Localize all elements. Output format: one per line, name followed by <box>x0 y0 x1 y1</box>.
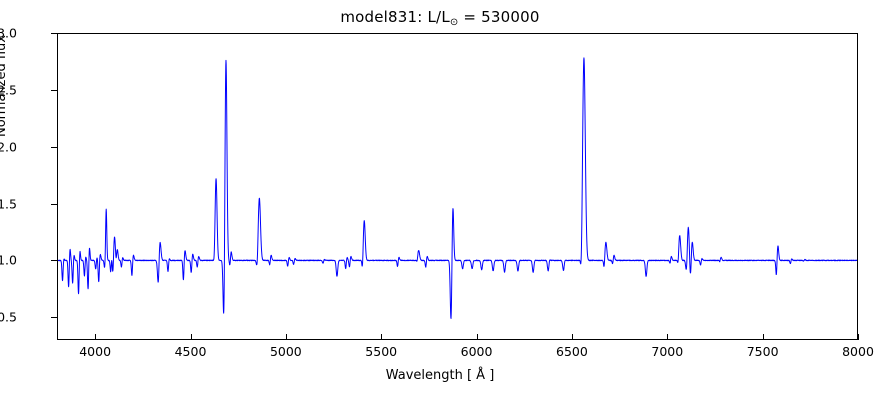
y-tick-mark <box>51 317 57 319</box>
y-tick-mark <box>51 33 57 34</box>
plot-title: model831: L/L⊙ = 530000 <box>0 8 880 28</box>
x-tick-mark <box>762 334 764 340</box>
x-tick-mark <box>571 334 573 340</box>
y-tick-mark <box>51 203 57 205</box>
x-axis-label: Wavelength [ Å ] <box>385 368 495 383</box>
x-tick-label: 7500 <box>746 344 779 359</box>
x-tick-label: 5000 <box>269 344 302 359</box>
title-suffix: = 530000 <box>458 8 540 26</box>
y-tick-label: 1.0 <box>0 252 17 268</box>
solar-symbol: ⊙ <box>449 16 459 28</box>
x-tick-mark <box>190 334 192 340</box>
x-tick-label: 7000 <box>651 344 684 359</box>
axes-frame <box>57 33 858 340</box>
title-prefix: model831: L/L <box>340 8 450 26</box>
x-tick-mark <box>381 334 383 340</box>
y-tick-label: 3.0 <box>0 25 17 41</box>
x-tick-mark <box>95 334 97 340</box>
y-tick-mark <box>51 89 57 91</box>
spectrum-line <box>57 57 858 319</box>
y-tick-label: 0.5 <box>0 309 17 325</box>
y-tick-label: 2.0 <box>0 139 17 155</box>
y-tick-mark <box>51 260 57 262</box>
y-tick-label: 1.5 <box>0 196 17 212</box>
y-tick-label: 2.5 <box>0 82 17 98</box>
x-tick-label: 6500 <box>556 344 588 359</box>
y-tick-mark <box>51 146 57 148</box>
x-tick-mark <box>476 334 478 340</box>
x-tick-label: 8000 <box>842 344 874 359</box>
x-tick-mark <box>285 334 287 340</box>
x-tick-label: 4500 <box>174 344 207 359</box>
x-tick-label: 4000 <box>79 344 112 359</box>
x-tick-label: 6000 <box>460 344 493 359</box>
plot-axes-area <box>57 33 858 340</box>
spectrum-plot <box>57 57 858 319</box>
x-tick-label: 5500 <box>365 344 398 359</box>
x-tick-mark <box>667 334 669 340</box>
x-tick-mark <box>858 334 859 340</box>
